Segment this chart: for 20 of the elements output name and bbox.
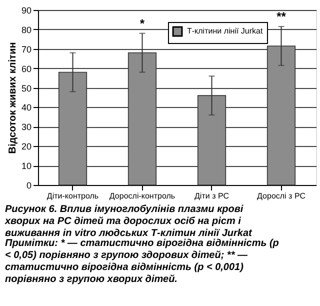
annotation: ** xyxy=(276,10,286,24)
annotation: * xyxy=(140,16,145,30)
y-tick-label: 70 xyxy=(21,44,32,54)
text: Примітки: * — статистично вірогідна відмінність (p < 0,05) порівняно з групою здорових дітей; ** — статистично вірогідна відмінність (p < 0,001) порівняно з групою хворих дітей. xyxy=(5,238,279,285)
x-tick-label: Діти з РС xyxy=(194,192,230,200)
y-tick-label: 50 xyxy=(21,83,32,94)
x-tick-label: Дорослі-контроль xyxy=(109,192,176,200)
x-tick-label: Дорослі з РС xyxy=(257,192,306,200)
x-tick-label: Діти-контроль xyxy=(46,192,99,200)
y-tick-label: 30 xyxy=(21,122,32,132)
y-tick-label: 60 xyxy=(21,64,32,74)
legend-label: Т-клітини лінії Jurkat xyxy=(187,26,264,36)
y-tick-label: 40 xyxy=(21,102,32,113)
y-tick-label: 20 xyxy=(21,142,32,152)
y-tick-label: 0 xyxy=(26,180,32,190)
y-tick-label: 90 xyxy=(21,6,32,16)
y-tick-label: 10 xyxy=(21,161,32,172)
y-axis-title: Відсоток живих клітин xyxy=(7,42,18,154)
y-tick-label: 80 xyxy=(21,24,32,35)
text: Рисунок 6. Вплив імуноглобулінів плазми крові хворих на РС дітей та дорослих осіб на ріст і виживання in vitro людських Т-клітин лінії Jurkat xyxy=(4,204,253,239)
